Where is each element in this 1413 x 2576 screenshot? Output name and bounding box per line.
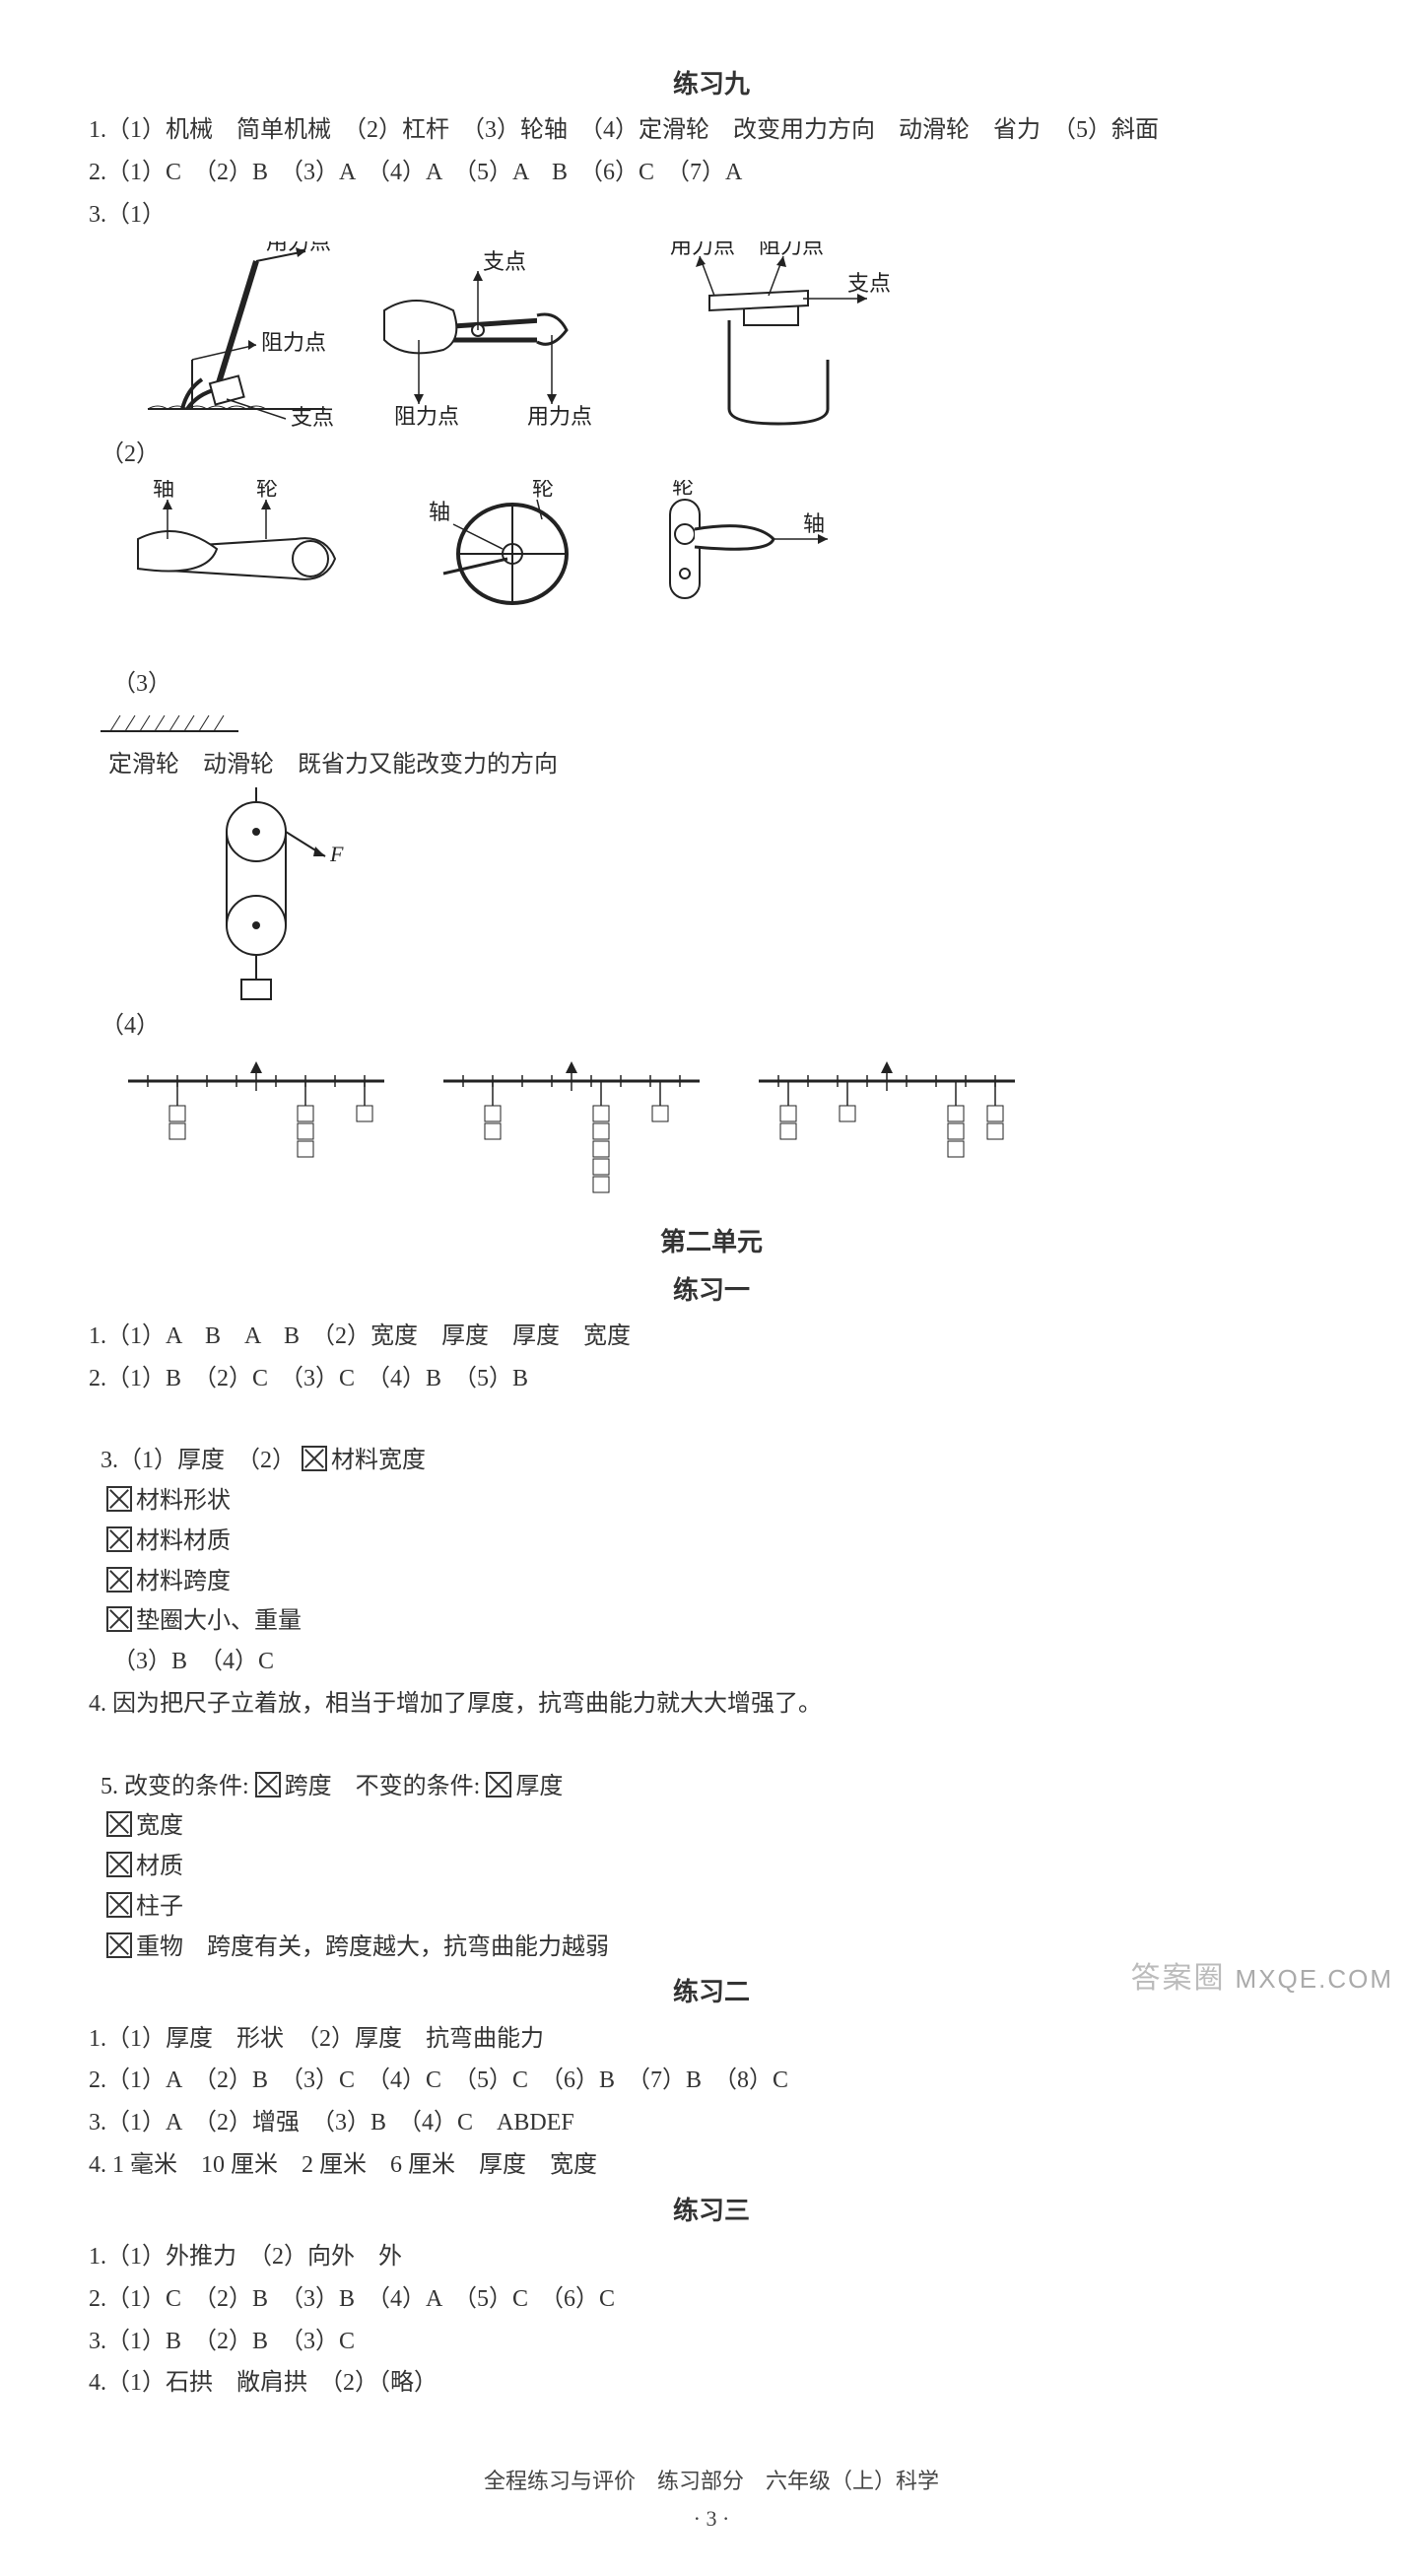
checkbox-icon xyxy=(106,1486,132,1512)
checkbox-icon xyxy=(106,1526,132,1552)
svg-text:轴: 轴 xyxy=(429,500,450,524)
ex2-l4: 4. 1 毫米 10 厘米 2 厘米 6 厘米 厚度 宽度 xyxy=(89,2145,1334,2186)
svg-text:轮: 轮 xyxy=(256,480,278,501)
svg-text:轴: 轴 xyxy=(803,511,825,536)
lever3-ful-label: 支点 xyxy=(847,271,891,296)
checkbox-icon xyxy=(106,1606,132,1632)
wheel-axle-2: 轴 轮 xyxy=(404,480,601,618)
balance-1 xyxy=(118,1051,394,1189)
footer-line1: 全程练习与评价 练习部分 六年级（上）科学 xyxy=(89,2463,1334,2499)
lever1-force-label: 用力点 xyxy=(266,241,331,254)
sec9-q3-3: （3） 定滑轮 动滑轮 既省力又能改变力的方向 xyxy=(89,624,1334,784)
checkbox-icon xyxy=(106,1932,132,1958)
checkbox-icon xyxy=(255,1772,281,1797)
checkbox-icon xyxy=(106,1892,132,1918)
svg-text:轴: 轴 xyxy=(153,480,174,501)
ex2-l2: 2.（1）A （2）B （3）C （4）C （5）C （6）B （7）B （8）… xyxy=(89,2061,1334,2101)
wheel-axle-row: 轴 轮 轴 轮 轮 轴 xyxy=(118,480,1334,618)
checkbox-icon xyxy=(106,1567,132,1593)
ex2-l1: 1.（1）厚度 形状 （2）厚度 抗弯曲能力 xyxy=(89,2019,1334,2060)
ceiling-hatch-icon xyxy=(101,712,238,735)
lever2-res-label: 阻力点 xyxy=(394,404,459,429)
sec9-q1: 1.（1）机械 简单机械 （2）杠杆 （3）轮轴 （4）定滑轮 改变用力方向 动… xyxy=(89,110,1334,151)
ex3-l1: 1.（1）外推力 （2）向外 外 xyxy=(89,2237,1334,2277)
svg-text:轮: 轮 xyxy=(532,480,554,501)
lever-diagram-row: 用力点 阻力点 支点 支点 用力点 阻力点 xyxy=(118,241,1334,429)
lever-1-diagram: 用力点 阻力点 支点 xyxy=(118,241,335,429)
ex3-l3: 3.（1）B （2）B （3）C xyxy=(89,2322,1334,2362)
balance-beam-row xyxy=(118,1051,1334,1209)
svg-text:轮: 轮 xyxy=(672,480,694,499)
ex1-l5: 5. 改变的条件:跨度 不变的条件:厚度 宽度 材质 柱子 重物 跨度有关，跨度… xyxy=(89,1727,1334,1968)
checkbox-icon xyxy=(106,1811,132,1837)
svg-text:F: F xyxy=(329,842,344,866)
page-footer: 全程练习与评价 练习部分 六年级（上）科学 · 3 · xyxy=(89,2463,1334,2537)
ex1-l4: 4. 因为把尺子立着放，相当于增加了厚度，抗弯曲能力就大大增强了。 xyxy=(89,1684,1334,1725)
checkbox-icon xyxy=(486,1772,511,1797)
lever2-ful-label: 支点 xyxy=(483,249,526,274)
ex3-l2: 2.（1）C （2）B （3）B （4）A （5）C （6）C xyxy=(89,2279,1334,2320)
watermark: 答案圈MXQE.COM xyxy=(1131,1953,1393,2003)
pulley-system-diagram: F xyxy=(197,787,1334,1004)
lever3-force-label: 用力点 xyxy=(670,241,735,258)
wheel-axle-3: 轮 轴 xyxy=(631,480,847,618)
footer-page: · 3 · xyxy=(89,2500,1334,2537)
ex3-title: 练习三 xyxy=(89,2190,1334,2233)
lever-3-diagram: 用力点 阻力点 支点 xyxy=(650,241,907,429)
balance-2 xyxy=(434,1051,709,1209)
lever-2-diagram: 支点 用力点 阻力点 xyxy=(365,241,621,429)
unit2-title: 第二单元 xyxy=(89,1221,1334,1264)
lever1-res-label: 阻力点 xyxy=(261,330,326,355)
ex3-l4: 4.（1）石拱 敞肩拱 （2）（略） xyxy=(89,2363,1334,2404)
ex2-l3: 3.（1）A （2）增强 （3）B （4）C ABDEF xyxy=(89,2103,1334,2143)
lever2-force-label: 用力点 xyxy=(527,404,592,429)
section-9-title: 练习九 xyxy=(89,63,1334,106)
ex1-title: 练习一 xyxy=(89,1269,1334,1313)
ex1-l2: 2.（1）B （2）C （3）C （4）B （5）B xyxy=(89,1359,1334,1399)
lever1-ful-label: 支点 xyxy=(291,405,334,429)
sec9-q2: 2.（1）C （2）B （3）A （4）A （5）A B （6）C （7）A xyxy=(89,153,1334,193)
checkbox-icon xyxy=(106,1852,132,1877)
wheel-axle-1: 轴 轮 xyxy=(118,480,374,618)
sec9-q3-label: 3.（1） xyxy=(89,195,1334,236)
balance-3 xyxy=(749,1051,1025,1189)
lever3-res-label: 阻力点 xyxy=(759,241,824,258)
ex1-l1: 1.（1）A B A B （2）宽度 厚度 厚度 宽度 xyxy=(89,1317,1334,1357)
sec9-q3-2-label: （2） xyxy=(89,435,1334,475)
ex1-l3: 3.（1）厚度 （2）材料宽度 材料形状 材料材质 材料跨度 垫圈大小、重量 （… xyxy=(89,1400,1334,1682)
checkbox-icon xyxy=(302,1446,327,1471)
sec9-q3-4-label: （4） xyxy=(89,1006,1334,1047)
